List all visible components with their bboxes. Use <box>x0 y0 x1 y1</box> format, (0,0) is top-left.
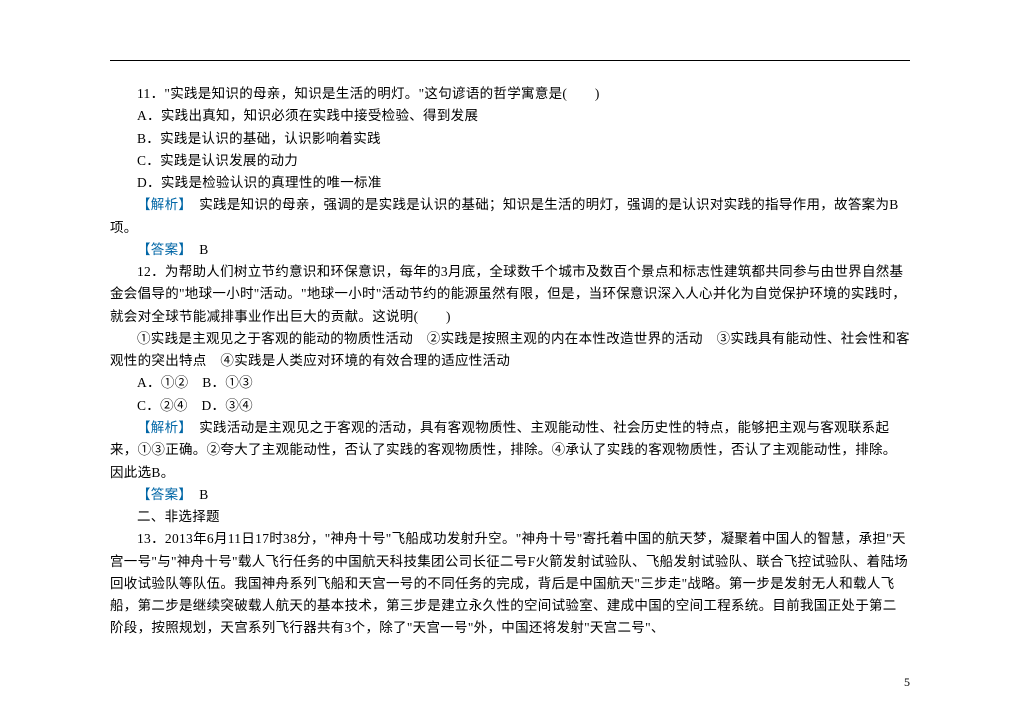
paragraph: A．实践出真知，知识必须在实践中接受检验、得到发展 <box>110 105 910 127</box>
paragraph-text: B <box>185 242 208 257</box>
horizontal-rule <box>110 60 910 61</box>
paragraph: A．①② B．①③ <box>110 372 910 394</box>
document-page: 11．"实践是知识的母亲，知识是生活的明灯。"这句谚语的哲学寓意是( ) A．实践… <box>0 0 1020 718</box>
analysis-tag: 【解析】 <box>137 197 185 212</box>
paragraph: 【答案】 B <box>110 239 910 261</box>
paragraph-text: D．实践是检验认识的真理性的唯一标准 <box>137 175 382 190</box>
page-number: 5 <box>904 675 910 690</box>
paragraph-text: A．①② B．①③ <box>137 375 253 390</box>
paragraph: 【解析】 实践是知识的母亲，强调的是实践是认识的基础；知识是生活的明灯，强调的是… <box>110 194 910 239</box>
paragraph: 12．为帮助人们树立节约意识和环保意识，每年的3月底，全球数千个城市及数百个景点… <box>110 261 910 328</box>
paragraph-text: 12．为帮助人们树立节约意识和环保意识，每年的3月底，全球数千个城市及数百个景点… <box>110 264 906 324</box>
analysis-tag: 【答案】 <box>137 487 185 502</box>
paragraph: 【答案】 B <box>110 484 910 506</box>
paragraph-text: 二、非选择题 <box>137 509 220 524</box>
analysis-tag: 【答案】 <box>137 242 185 257</box>
paragraph: D．实践是检验认识的真理性的唯一标准 <box>110 172 910 194</box>
paragraph: 11．"实践是知识的母亲，知识是生活的明灯。"这句谚语的哲学寓意是( ) <box>110 83 910 105</box>
paragraph-text: 实践活动是主观见之于客观的活动，具有客观物质性、主观能动性、社会历史性的特点，能… <box>110 420 897 480</box>
paragraph-text: 11．"实践是知识的母亲，知识是生活的明灯。"这句谚语的哲学寓意是( ) <box>137 86 600 101</box>
paragraph-text: C．②④ D．③④ <box>137 398 253 413</box>
paragraph-text: A．实践出真知，知识必须在实践中接受检验、得到发展 <box>137 108 478 123</box>
paragraph: 13．2013年6月11日17时38分，"神舟十号"飞船成功发射升空。"神舟十号… <box>110 528 910 639</box>
paragraph: ①实践是主观见之于客观的能动的物质性活动 ②实践是按照主观的内在本性改造世界的活… <box>110 328 910 373</box>
paragraph: B．实践是认识的基础，认识影响着实践 <box>110 128 910 150</box>
analysis-tag: 【解析】 <box>137 420 185 435</box>
paragraph: C．②④ D．③④ <box>110 395 910 417</box>
paragraph-text: 实践是知识的母亲，强调的是实践是认识的基础；知识是生活的明灯，强调的是认识对实践… <box>110 197 899 234</box>
paragraph-text: B．实践是认识的基础，认识影响着实践 <box>137 131 381 146</box>
paragraph-text: B <box>185 487 208 502</box>
paragraph-text: ①实践是主观见之于客观的能动的物质性活动 ②实践是按照主观的内在本性改造世界的活… <box>110 331 910 368</box>
paragraph: 二、非选择题 <box>110 506 910 528</box>
paragraph-text: 13．2013年6月11日17时38分，"神舟十号"飞船成功发射升空。"神舟十号… <box>110 531 908 635</box>
body-content: 11．"实践是知识的母亲，知识是生活的明灯。"这句谚语的哲学寓意是( ) A．实践… <box>110 83 910 640</box>
paragraph-text: C．实践是认识发展的动力 <box>137 153 298 168</box>
paragraph: C．实践是认识发展的动力 <box>110 150 910 172</box>
paragraph: 【解析】 实践活动是主观见之于客观的活动，具有客观物质性、主观能动性、社会历史性… <box>110 417 910 484</box>
